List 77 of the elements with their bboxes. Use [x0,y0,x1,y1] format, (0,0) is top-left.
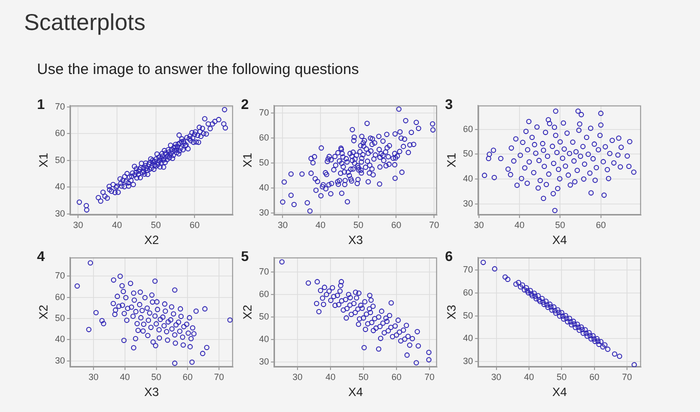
y-tick-label: 50 [462,148,473,159]
x-tick-label: 30 [73,220,84,230]
y-tick-label: 50 [54,313,65,324]
x-tick-label: 70 [429,220,440,230]
y-tick-label: 40 [258,182,269,193]
text: Use the image to answer the following questions [37,60,359,80]
y-tick-label: 70 [462,264,473,275]
x-tick-label: 60 [589,372,600,382]
y-tick-label: 30 [54,355,65,366]
y-tick-label: 30 [54,208,65,218]
y-tick-label: 40 [258,334,269,344]
y-tick-label: 50 [54,154,65,165]
y-tick-label: 70 [54,101,65,112]
x-tick-label: 60 [391,220,402,230]
chart-title: 2 [241,96,249,112]
y-tick-label: 50 [462,310,473,320]
y-tick-label: 60 [462,124,473,134]
chart-title: 3 [445,96,453,112]
y-tick-label: 40 [462,333,473,344]
chart-title: 4 [37,248,45,264]
x-tick-label: 50 [353,220,364,230]
x-tick-label: 60 [596,220,606,230]
x-tick-label: 40 [120,372,130,382]
y-axis-title: X1 [36,152,51,168]
x-axis-title: X3 [348,233,364,248]
x-tick-label: 70 [622,372,632,382]
y-tick-label: 40 [54,334,65,344]
y-tick-label: 30 [258,208,269,218]
y-tick-label: 70 [258,108,269,118]
x-tick-label: 50 [556,372,567,382]
x-tick-label: 30 [491,372,502,382]
x-tick-label: 30 [278,220,288,230]
chart-title: 6 [445,248,453,264]
x-tick-label: 70 [214,372,224,382]
y-tick-label: 60 [54,292,65,302]
y-tick-label: 70 [54,270,65,281]
y-axis-title: X2 [36,304,51,320]
y-tick-label: 30 [462,198,473,208]
y-tick-label: 70 [258,266,269,277]
x-tick-label: 50 [358,372,368,382]
x-tick-label: 30 [474,220,484,230]
y-axis-title: X3 [444,304,459,320]
x-axis-title: X4 [552,385,568,400]
x-axis-title: X2 [144,233,160,248]
x-tick-label: 60 [391,372,402,382]
y-tick-label: 60 [258,289,269,300]
x-tick-label: 50 [150,220,161,230]
y-axis-title: X2 [240,304,255,320]
y-axis-title: X1 [444,152,459,168]
chart-title: 5 [241,248,249,264]
y-axis-title: X1 [240,152,255,168]
y-tick-label: 40 [462,174,473,184]
x-tick-label: 60 [182,372,193,382]
text: Scatterplots [24,8,146,36]
y-tick-label: 60 [258,132,269,143]
x-tick-label: 40 [316,220,326,230]
x-tick-label: 30 [88,372,99,382]
y-tick-label: 30 [462,356,473,366]
y-tick-label: 50 [258,158,269,168]
x-tick-label: 40 [112,220,122,230]
x-tick-label: 50 [151,372,162,382]
x-tick-label: 50 [555,220,566,230]
chart-title: 1 [37,96,45,112]
x-tick-label: 70 [424,372,435,382]
x-tick-label: 40 [514,220,524,230]
x-tick-label: 40 [524,372,534,382]
x-axis-title: X3 [144,385,160,400]
y-tick-label: 30 [258,356,269,367]
x-tick-label: 30 [292,372,302,382]
y-tick-label: 40 [54,182,65,192]
x-tick-label: 60 [190,220,200,230]
y-tick-label: 50 [258,312,269,322]
y-tick-label: 60 [462,288,473,298]
x-tick-label: 40 [325,372,336,382]
x-axis-title: X4 [348,385,364,400]
y-tick-label: 60 [54,128,65,138]
x-axis-title: X4 [552,233,568,248]
